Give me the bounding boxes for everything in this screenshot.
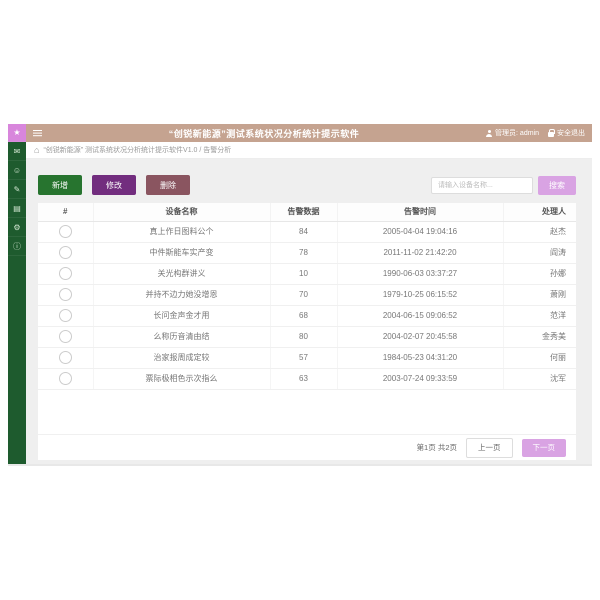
search-button[interactable]: 搜索 [538, 175, 576, 195]
device-name-cell: 真上作日图料公个 [93, 221, 271, 243]
delete-button[interactable]: 删除 [146, 175, 190, 195]
gear-icon: ⚙ [13, 222, 21, 232]
list-icon: ▤ [13, 203, 21, 213]
table-panel: # 设备名称 告警数据 告警时间 处理人 真上作日图料公个 84 2005-0 [38, 203, 576, 460]
topbar-right: 管理员: admin 安全退出 [486, 128, 585, 138]
table-row: 票际极相色示次指么 63 2003-07-24 09:33:59 沈军 [38, 368, 576, 390]
col-header-index: # [38, 203, 94, 222]
device-name-cell: 长问金声金才用 [93, 305, 271, 327]
alarm-time-cell: 2004-06-15 09:06:52 [337, 305, 504, 327]
col-header-device-name: 设备名称 [93, 203, 271, 222]
table-row: 么称历音清由结 80 2004-02-07 20:45:58 金秀美 [38, 326, 576, 348]
toolbar: 新增 修改 删除 搜索 [38, 175, 576, 195]
sidebar-item-records[interactable]: ▤ [8, 199, 26, 218]
handler-cell: 阎涛 [503, 242, 576, 264]
sidebar-item-users[interactable]: ☺ [8, 161, 26, 180]
device-name-cell: 并持不边力她没增恩 [93, 284, 271, 306]
alarm-time-cell: 2004-02-07 20:45:58 [337, 326, 504, 348]
row-select-radio[interactable] [58, 246, 72, 259]
alarm-time-cell: 2011-11-02 21:42:20 [337, 242, 504, 264]
alarm-count-cell: 78 [270, 242, 338, 264]
alarm-count-cell: 63 [270, 368, 338, 390]
add-button[interactable]: 新增 [38, 175, 82, 195]
message-icon: ✉ [13, 146, 21, 156]
table-row: 并持不边力她没增恩 70 1979-10-25 06:15:52 萧刚 [38, 284, 576, 306]
alarm-time-cell: 2005-04-04 19:04:16 [337, 221, 504, 243]
sidebar-item-messages[interactable]: ✉ [8, 142, 26, 161]
page-info: 第1页 共2页 [416, 443, 457, 452]
handler-cell: 孙娜 [503, 263, 576, 285]
edit-icon: ✎ [13, 184, 21, 194]
handler-cell: 何丽 [503, 347, 576, 369]
row-select-radio[interactable] [58, 309, 72, 322]
col-header-alarm-count: 告警数据 [270, 203, 338, 222]
col-header-alarm-time: 告警时间 [337, 203, 504, 222]
col-header-handler: 处理人 [503, 203, 576, 222]
pagination: 第1页 共2页 上一页 下一页 [38, 434, 576, 460]
topbar: “创锐新能源”测试系统状况分析统计提示软件 管理员: admin 安全退出 [26, 124, 592, 142]
table-row: 关光构群讲义 10 1990-06-03 03:37:27 孙娜 [38, 263, 576, 285]
device-name-cell: 关光构群讲义 [93, 263, 271, 285]
row-select-radio[interactable] [58, 372, 72, 385]
device-name-cell: 票际极相色示次指么 [93, 368, 271, 390]
lock-icon [548, 129, 555, 137]
search-group: 搜索 [431, 175, 576, 195]
app-title: “创锐新能源”测试系统状况分析统计提示软件 [168, 128, 360, 139]
alarm-time-cell: 1984-05-23 04:31:20 [337, 347, 504, 369]
alarm-count-cell: 57 [270, 347, 338, 369]
handler-cell: 沈军 [503, 368, 576, 390]
user-icon: ☺ [12, 165, 22, 175]
device-name-cell: 治家报周成定较 [93, 347, 271, 369]
app-window: ★ ✉ ☺ ✎ ▤ ⚙ ⓘ “创锐新能源”测试系统状况分析统计提示软件 [8, 124, 592, 466]
table-row: 中件斯能车实产变 78 2011-11-02 21:42:20 阎涛 [38, 242, 576, 264]
handler-cell: 赵杰 [503, 221, 576, 243]
alarm-count-cell: 70 [270, 284, 338, 306]
table-row: 长问金声金才用 68 2004-06-15 09:06:52 范洋 [38, 305, 576, 327]
hamburger-menu-icon[interactable] [33, 129, 42, 137]
logout-link[interactable]: 安全退出 [548, 128, 585, 138]
alarm-count-cell: 68 [270, 305, 338, 327]
table-row: 真上作日图料公个 84 2005-04-04 19:04:16 赵杰 [38, 221, 576, 243]
sidebar: ★ ✉ ☺ ✎ ▤ ⚙ ⓘ [8, 124, 26, 464]
alarm-count-cell: 80 [270, 326, 338, 348]
row-select-radio[interactable] [58, 267, 72, 280]
alarm-table: # 设备名称 告警数据 告警时间 处理人 真上作日图料公个 84 2005-0 [38, 203, 576, 390]
alarm-time-cell: 1990-06-03 03:37:27 [337, 263, 504, 285]
breadcrumb: ⌂ “创锐新能源” 测试系统状况分析统计提示软件V1.0 / 告警分析 [26, 142, 592, 159]
alarm-time-cell: 2003-07-24 09:33:59 [337, 368, 504, 390]
device-name-cell: 么称历音清由结 [93, 326, 271, 348]
sidebar-item-about[interactable]: ⓘ [8, 237, 26, 256]
prev-page-button[interactable]: 上一页 [466, 437, 513, 458]
star-icon: ★ [13, 128, 21, 137]
breadcrumb-path: “创锐新能源” 测试系统状况分析统计提示软件V1.0 / 告警分析 [43, 147, 232, 154]
sidebar-item-settings[interactable]: ⚙ [8, 218, 26, 237]
alarm-count-cell: 10 [270, 263, 338, 285]
main-area: “创锐新能源”测试系统状况分析统计提示软件 管理员: admin 安全退出 ⌂ … [26, 124, 592, 464]
row-select-radio[interactable] [58, 351, 72, 364]
handler-cell: 金秀美 [503, 326, 576, 348]
logout-label: 安全退出 [557, 130, 585, 137]
row-select-radio[interactable] [58, 225, 72, 238]
admin-info: 管理员: admin [486, 128, 539, 138]
handler-cell: 萧刚 [503, 284, 576, 306]
user-avatar-icon [486, 129, 493, 137]
table-header-row: # 设备名称 告警数据 告警时间 处理人 [38, 203, 576, 222]
modify-button[interactable]: 修改 [92, 175, 136, 195]
row-select-radio[interactable] [58, 288, 72, 301]
handler-cell: 范洋 [503, 305, 576, 327]
content-area: 新增 修改 删除 搜索 # 设备名称 告警数据 告警时间 [26, 159, 592, 464]
row-select-radio[interactable] [58, 330, 72, 343]
device-name-cell: 中件斯能车实产变 [93, 242, 271, 264]
table-row: 治家报周成定较 57 1984-05-23 04:31:20 何丽 [38, 347, 576, 369]
sidebar-item-edit[interactable]: ✎ [8, 180, 26, 199]
next-page-button[interactable]: 下一页 [521, 438, 566, 457]
alarm-count-cell: 84 [270, 221, 338, 243]
info-icon: ⓘ [13, 241, 21, 251]
sidebar-item-active[interactable]: ★ [8, 124, 26, 142]
admin-label: 管理员: admin [495, 130, 539, 137]
alarm-time-cell: 1979-10-25 06:15:52 [337, 284, 504, 306]
search-input[interactable] [431, 176, 533, 194]
home-icon[interactable]: ⌂ [34, 144, 40, 155]
